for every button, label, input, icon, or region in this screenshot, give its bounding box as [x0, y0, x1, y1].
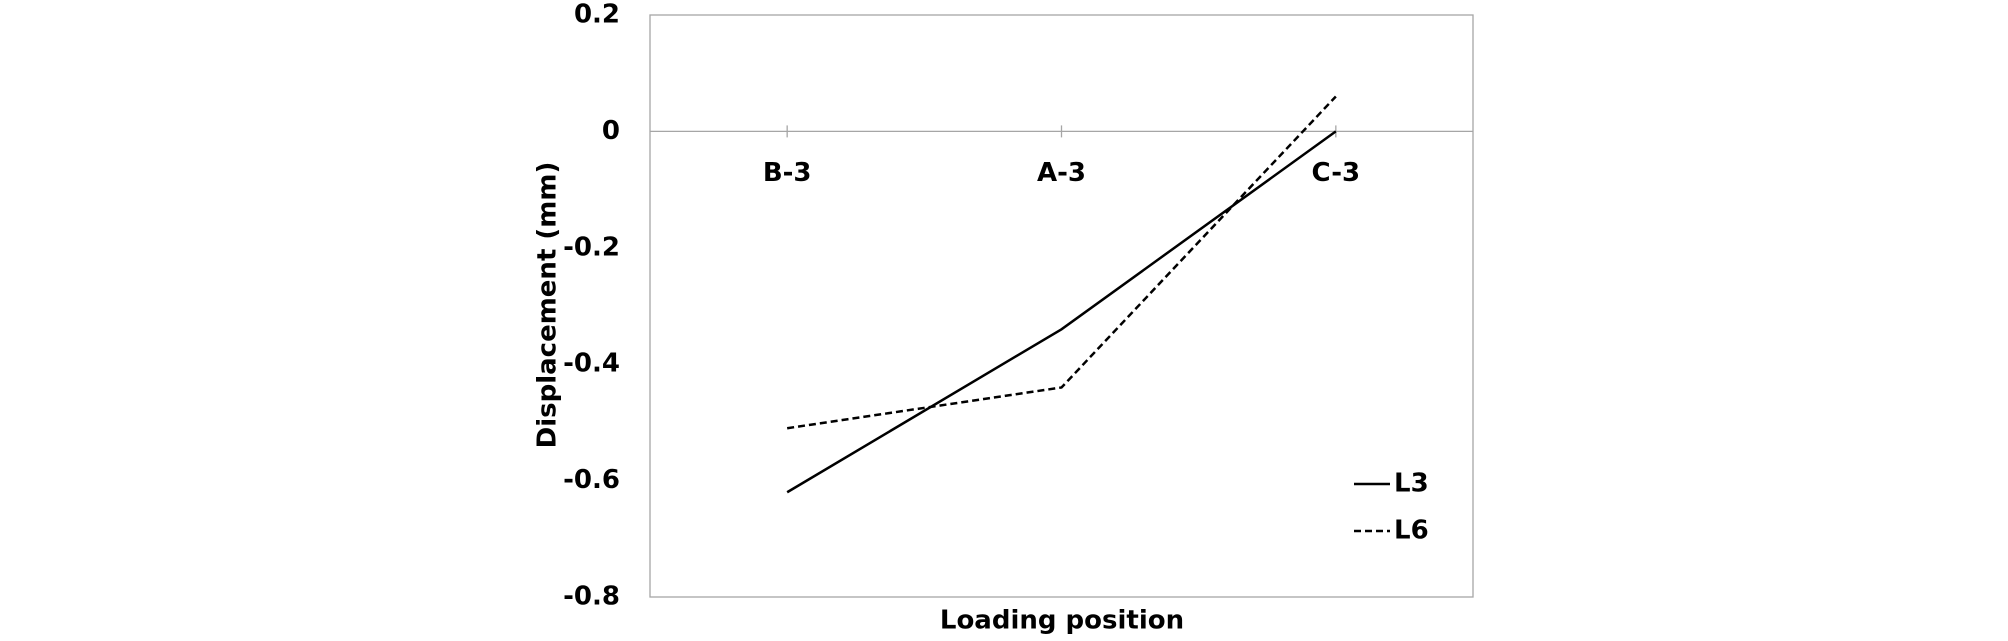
y-tick-label: -0.8 — [563, 582, 620, 612]
series-line — [786, 130, 1337, 494]
x-tick-label: C-3 — [1312, 158, 1361, 188]
x-axis-title: Loading position — [940, 606, 1184, 636]
y-tick-label: 0.2 — [574, 0, 620, 30]
legend-label: L3 — [1394, 469, 1429, 499]
plot-area — [649, 14, 1474, 598]
series-line — [786, 95, 1337, 430]
y-tick-label: -0.4 — [563, 349, 620, 379]
y-tick-label: -0.2 — [563, 232, 620, 262]
y-tick-label: 0 — [602, 116, 620, 146]
x-tick-label: A-3 — [1037, 158, 1086, 188]
legend-label: L6 — [1394, 516, 1429, 546]
y-tick-label: -0.6 — [563, 465, 620, 495]
x-tick-label: B-3 — [763, 158, 812, 188]
y-axis-title: Displacement (mm) — [533, 162, 563, 449]
